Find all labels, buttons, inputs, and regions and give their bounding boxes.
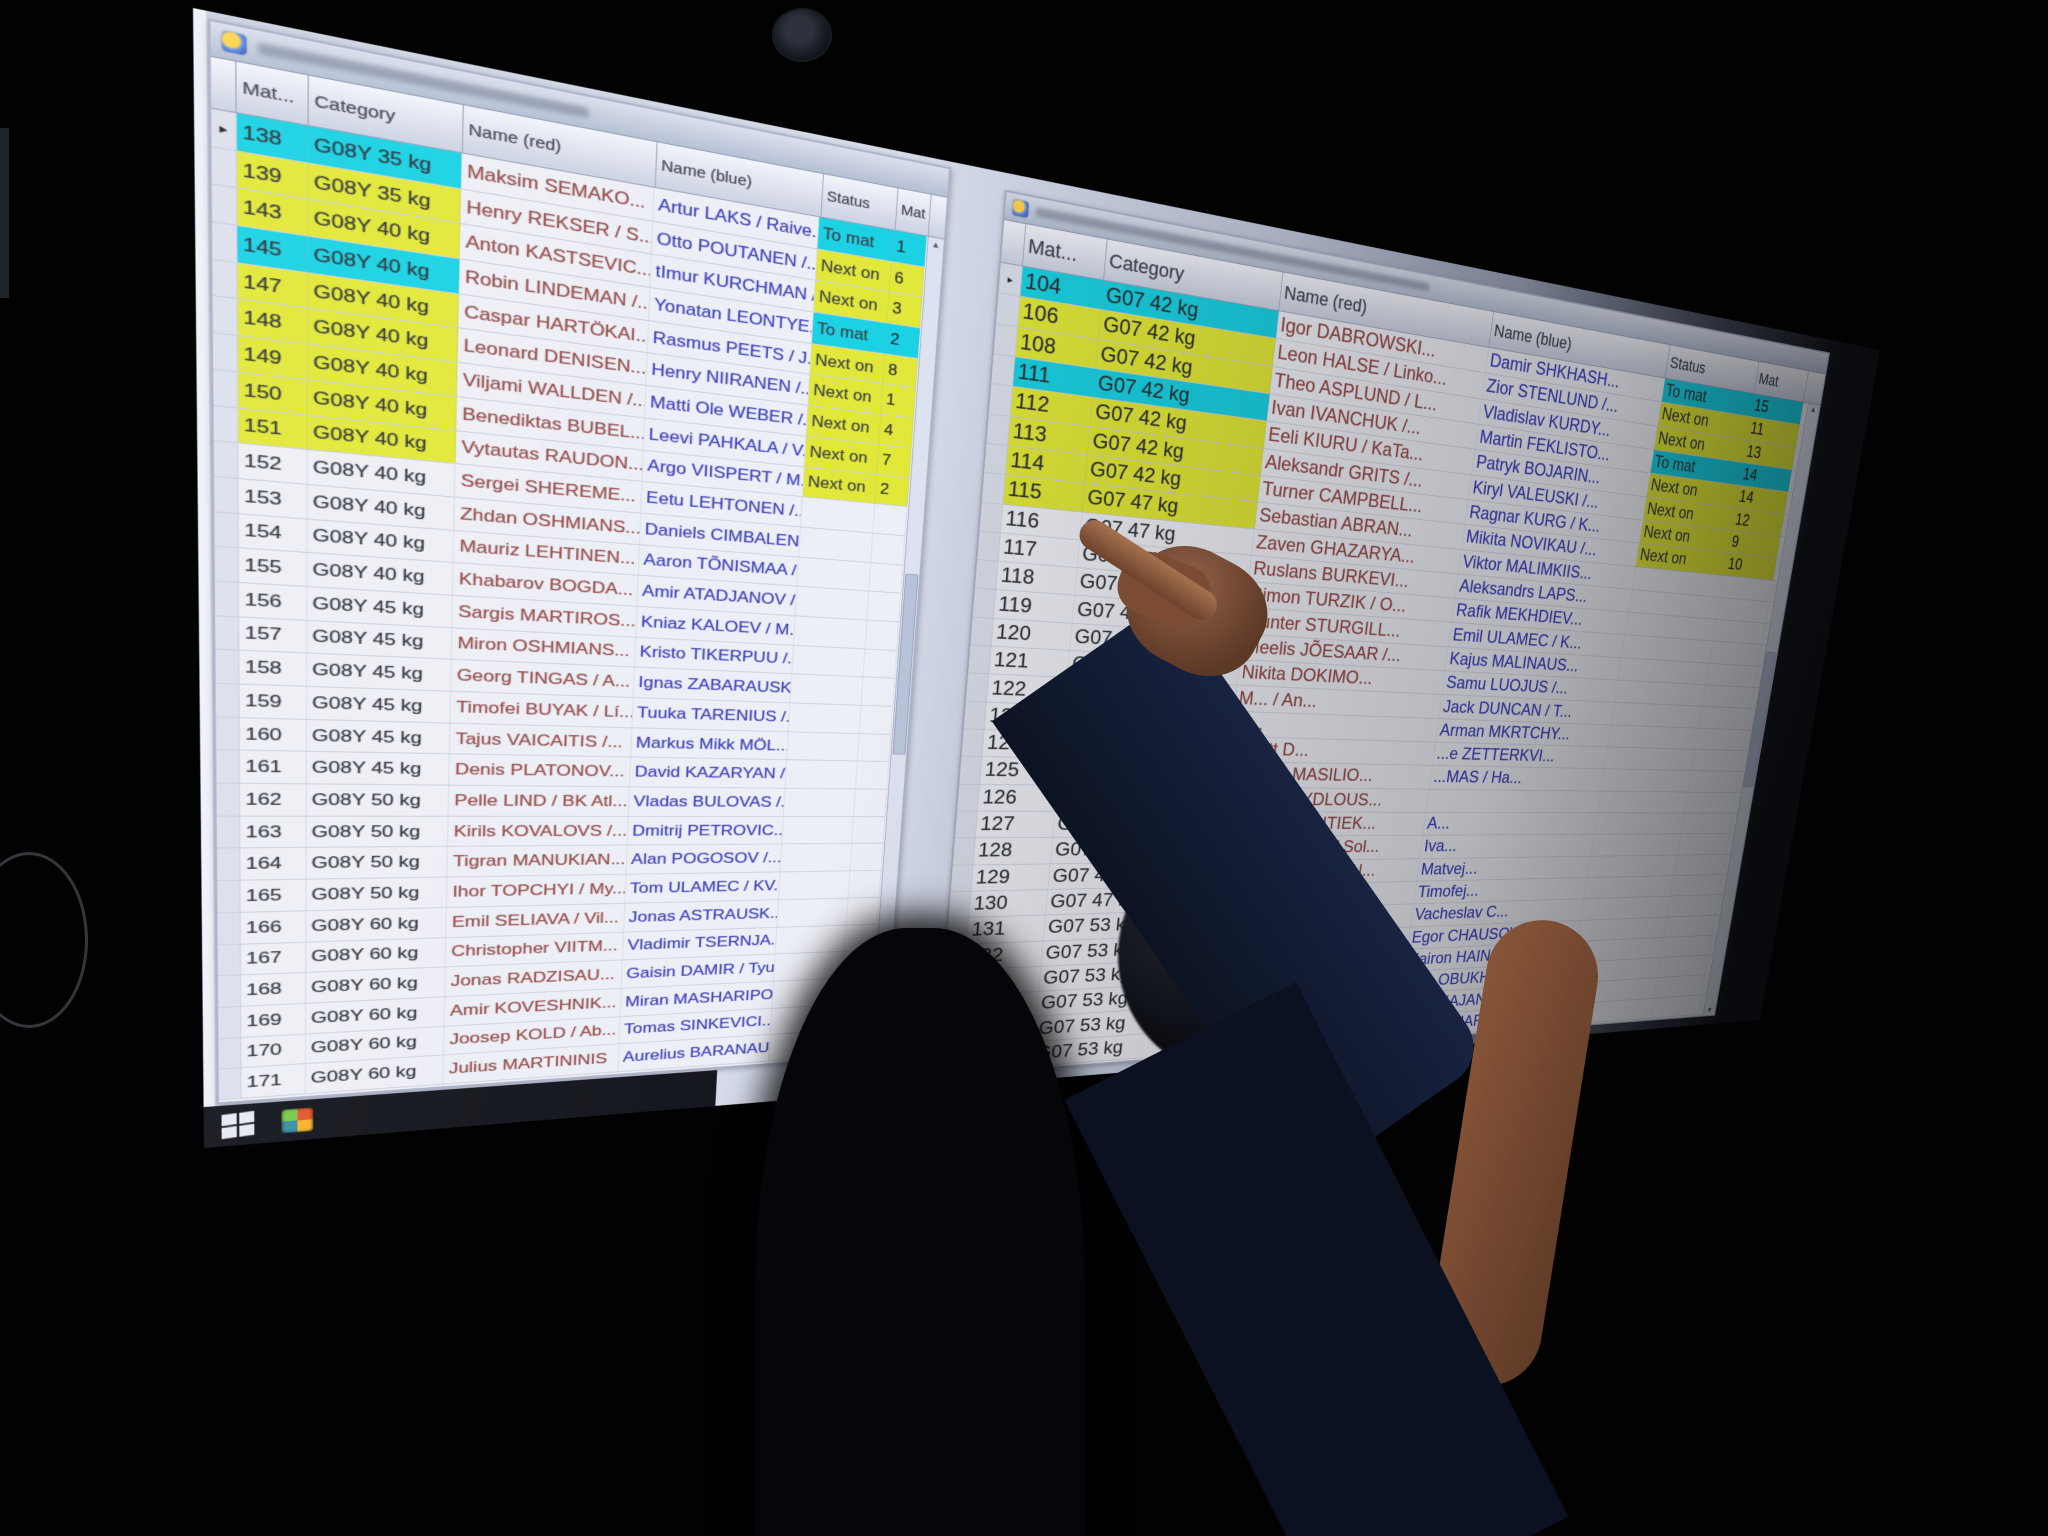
background-sliver: [0, 128, 9, 298]
webcam: [772, 8, 832, 62]
